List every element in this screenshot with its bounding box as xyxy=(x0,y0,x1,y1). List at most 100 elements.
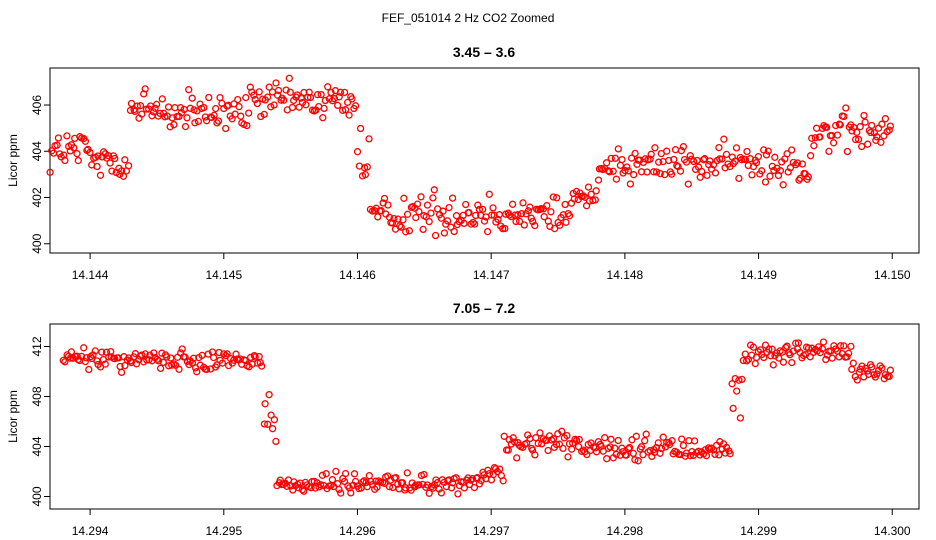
data-point xyxy=(255,88,263,96)
data-point xyxy=(690,437,699,445)
data-point xyxy=(302,101,310,109)
data-point xyxy=(756,346,765,354)
data-point xyxy=(836,342,845,350)
data-point xyxy=(168,114,176,122)
x-tick-label: 14.295 xyxy=(205,524,242,538)
data-point xyxy=(181,122,190,131)
data-point xyxy=(568,445,576,453)
data-point xyxy=(540,213,548,221)
data-point xyxy=(715,143,723,152)
data-point xyxy=(351,477,360,486)
data-point xyxy=(686,452,694,460)
data-point xyxy=(665,156,673,165)
data-point xyxy=(878,364,886,372)
data-point xyxy=(336,88,345,96)
data-point xyxy=(462,200,470,209)
data-point xyxy=(263,93,272,101)
data-point xyxy=(558,427,566,435)
data-point xyxy=(663,147,671,155)
data-point xyxy=(321,96,329,105)
data-point xyxy=(425,489,433,497)
data-point xyxy=(59,356,67,365)
data-point xyxy=(373,483,381,491)
data-point xyxy=(762,151,771,159)
data-point xyxy=(868,121,876,130)
data-point xyxy=(788,358,796,367)
data-point xyxy=(158,95,166,103)
data-point xyxy=(205,93,213,102)
data-point xyxy=(758,167,766,175)
data-point xyxy=(452,212,461,220)
data-point xyxy=(709,161,718,169)
data-point xyxy=(849,359,857,367)
data-point xyxy=(867,128,875,137)
data-point xyxy=(768,345,776,353)
data-point xyxy=(612,450,620,458)
data-point xyxy=(334,101,342,110)
data-point xyxy=(63,132,71,140)
data-point xyxy=(679,441,688,450)
data-point xyxy=(690,157,698,166)
data-point xyxy=(741,155,749,164)
data-point xyxy=(469,218,477,227)
data-point xyxy=(348,95,356,103)
data-point xyxy=(843,147,852,156)
data-point xyxy=(350,470,359,478)
data-point xyxy=(359,478,367,486)
data-point xyxy=(340,477,349,486)
data-point xyxy=(720,135,728,143)
y-tick-label: 404 xyxy=(30,141,44,161)
plot-frame xyxy=(49,67,920,254)
data-point xyxy=(612,175,621,183)
data-point xyxy=(288,103,297,112)
data-point xyxy=(213,119,221,127)
data-point xyxy=(485,190,493,198)
data-point xyxy=(631,456,639,464)
data-point xyxy=(650,168,658,176)
data-point xyxy=(402,228,410,236)
data-point xyxy=(655,158,663,166)
data-point xyxy=(863,367,872,375)
data-point xyxy=(117,368,126,377)
data-point xyxy=(886,122,895,130)
data-point xyxy=(61,358,69,366)
data-point xyxy=(328,97,337,105)
data-point xyxy=(676,167,685,175)
data-point xyxy=(150,349,158,357)
data-point xyxy=(445,203,453,212)
data-point xyxy=(782,343,790,352)
data-point xyxy=(166,123,174,131)
data-point xyxy=(272,437,280,446)
data-point xyxy=(380,194,389,203)
y-axis: 400 404 408 412 xyxy=(30,336,50,507)
data-point xyxy=(472,211,480,220)
data-point xyxy=(322,470,330,478)
data-point xyxy=(104,152,113,160)
data-point xyxy=(822,355,830,364)
y-axis-label: Licor ppm xyxy=(6,390,20,443)
data-point xyxy=(397,223,405,231)
data-point xyxy=(392,473,400,482)
data-point xyxy=(452,474,460,482)
data-point xyxy=(319,114,327,122)
data-point xyxy=(812,124,821,132)
data-point xyxy=(722,150,731,159)
data-point xyxy=(356,124,365,133)
data-point xyxy=(517,210,526,218)
data-point xyxy=(562,218,570,226)
data-point xyxy=(488,211,496,219)
data-point xyxy=(91,347,99,355)
data-point xyxy=(860,111,868,120)
data-point xyxy=(351,102,360,110)
data-point xyxy=(828,354,836,362)
data-point xyxy=(654,439,662,447)
data-point xyxy=(622,451,630,459)
data-point xyxy=(385,483,394,491)
data-point xyxy=(70,144,78,152)
data-point xyxy=(216,93,224,102)
data-point xyxy=(703,171,711,180)
data-point xyxy=(188,94,196,102)
data-point xyxy=(656,169,664,178)
panel-title: 7.05 – 7.2 xyxy=(453,300,515,316)
